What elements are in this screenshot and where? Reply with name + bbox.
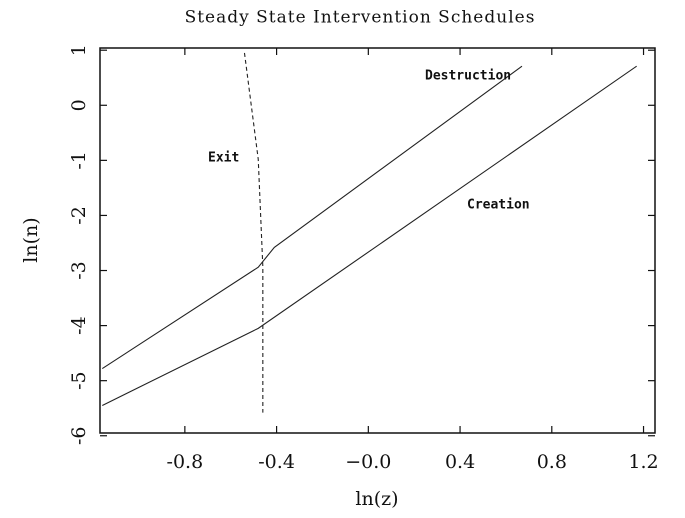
y-tick-label: -6: [68, 426, 90, 445]
series-label: Creation: [467, 198, 530, 213]
y-tick-label: -3: [68, 261, 90, 280]
x-tick-label: 0.8: [537, 451, 567, 473]
y-tick-label: -5: [68, 371, 90, 390]
series-line: [243, 52, 264, 413]
x-tick-label: −0.0: [345, 451, 391, 473]
x-tick-label: 1.2: [628, 451, 658, 473]
x-axis-label: ln(z): [355, 488, 398, 510]
series-label: Destruction: [425, 69, 511, 84]
y-tick-label: 1: [68, 44, 90, 56]
plot-frame: [99, 47, 656, 434]
y-tick-label: 0: [68, 99, 90, 111]
series-line: [101, 65, 523, 370]
y-tick-label: -4: [68, 316, 90, 335]
y-tick-label: -1: [68, 151, 90, 170]
series-label: Exit: [208, 151, 239, 166]
chart-title: Steady State Intervention Schedules: [185, 8, 536, 28]
x-tick-label: -0.4: [258, 451, 295, 473]
y-tick-label: -2: [68, 206, 90, 225]
y-axis-label: ln(n): [20, 217, 42, 262]
series-line: [102, 65, 637, 406]
x-tick-label: 0.4: [445, 451, 475, 473]
x-tick-label: -0.8: [167, 451, 204, 473]
